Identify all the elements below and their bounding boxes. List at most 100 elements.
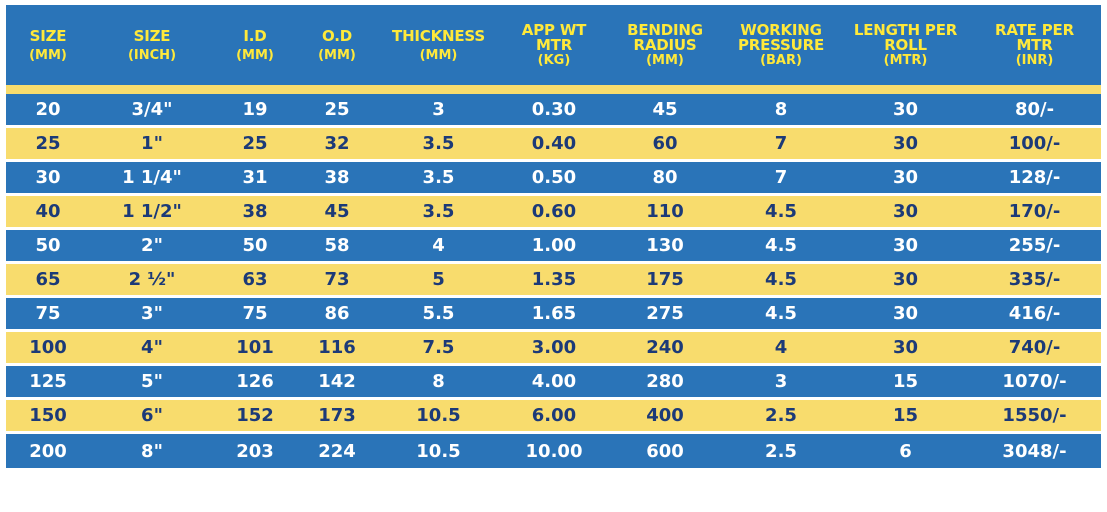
cell-working-pressure: 2.5 [765,440,797,462]
header-size-mm: SIZE (MM) [6,26,90,63]
cell-size-mm: 30 [35,167,61,188]
header-app-wt: APP WT MTR (KG) [499,21,609,68]
header-label: SIZE [133,26,171,45]
cell-size-mm: 40 [35,201,61,222]
header-working-pressure: WORKING PRESSURE (BAR) [721,23,841,68]
cell-app-wt: 0.40 [531,133,577,154]
cell-size-inch: 6" [141,405,163,426]
header-unit: (MM) [29,47,67,63]
cell-id: 50 [242,235,268,256]
header-id: I.D (MM) [214,26,296,62]
cell-rate-per-mtr: 100/- [1008,133,1061,154]
cell-bending-radius: 275 [646,303,684,324]
hose-spec-table: SIZE (MM) SIZE (INCH) I.D (MM) O.D (MM) … [6,5,1101,507]
cell-rate-per-mtr: 1070/- [1002,371,1067,392]
header-length-per-roll: LENGTH PER ROLL (MTR) [841,23,970,68]
cell-od: 142 [318,371,356,392]
cell-bending-radius: 80 [652,167,678,188]
cell-length-per-roll: 15 [892,405,919,426]
table-row: 200 8" 203 224 10.5 10.00 600 2.5 6 3048/- [6,434,1101,468]
header-label: BENDING RADIUS [627,21,703,54]
cell-app-wt: 3.00 [531,337,577,358]
cell-size-mm: 20 [35,99,61,120]
header-label: I.D [243,26,267,45]
header-bending-radius: BENDING RADIUS (MM) [609,21,721,68]
cell-id: 203 [236,440,274,462]
cell-od: 32 [324,133,350,154]
table-row: 75 3" 75 86 5.5 1.65 275 4.5 30 416/- [6,298,1101,332]
header-label: RATE PER MTR [995,21,1074,54]
cell-app-wt: 1.00 [531,235,577,256]
cell-length-per-roll: 30 [892,201,919,222]
cell-thickness: 7.5 [422,337,455,358]
cell-working-pressure: 2.5 [765,405,797,426]
cell-rate-per-mtr: 170/- [1008,201,1061,222]
cell-id: 126 [236,371,274,392]
cell-working-pressure: 3 [774,371,788,392]
cell-working-pressure: 8 [774,99,788,120]
cell-id: 152 [236,405,274,426]
header-unit: (INR) [1015,53,1054,68]
header-thickness: THICKNESS (MM) [378,26,499,63]
cell-rate-per-mtr: 335/- [1008,269,1061,290]
cell-thickness: 3.5 [422,133,455,154]
cell-app-wt: 10.00 [525,440,583,462]
cell-rate-per-mtr: 740/- [1008,337,1061,358]
cell-length-per-roll: 30 [892,133,919,154]
cell-size-inch: 5" [141,371,163,392]
cell-bending-radius: 60 [652,133,678,154]
cell-bending-radius: 130 [646,235,684,256]
cell-rate-per-mtr: 416/- [1008,303,1061,324]
cell-bending-radius: 400 [646,405,684,426]
cell-bending-radius: 600 [646,440,684,462]
table-row: 30 1 1/4" 31 38 3.5 0.50 80 7 30 128/- [6,162,1101,196]
cell-size-mm: 65 [35,269,61,290]
cell-app-wt: 0.50 [531,167,577,188]
cell-size-inch: 1 1/4" [122,167,182,188]
cell-od: 173 [318,405,356,426]
cell-size-inch: 3" [141,303,163,324]
cell-length-per-roll: 30 [892,235,919,256]
header-label: SIZE [29,26,67,45]
header-divider [6,85,1101,94]
header-unit: (MM) [419,47,458,63]
cell-rate-per-mtr: 80/- [1014,99,1055,120]
cell-id: 38 [242,201,268,222]
cell-thickness: 10.5 [416,405,461,426]
header-rate-per-mtr: RATE PER MTR (INR) [970,21,1099,68]
cell-od: 58 [324,235,350,256]
cell-size-mm: 150 [29,405,67,426]
cell-size-inch: 4" [141,337,163,358]
cell-size-mm: 125 [29,371,67,392]
cell-app-wt: 1.65 [531,303,577,324]
table-row: 50 2" 50 58 4 1.00 130 4.5 30 255/- [6,230,1101,264]
header-label: O.D [322,26,352,45]
cell-thickness: 3.5 [422,201,455,222]
header-label: APP WT MTR [521,21,587,54]
cell-length-per-roll: 6 [899,440,912,462]
table-body: 20 3/4" 19 25 3 0.30 45 8 30 80/- 25 1" 25 32 3.5 0.40 6… [6,94,1101,468]
cell-length-per-roll: 30 [892,269,919,290]
header-unit: (BAR) [760,53,802,68]
cell-id: 25 [242,133,268,154]
cell-rate-per-mtr: 255/- [1008,235,1061,256]
cell-rate-per-mtr: 128/- [1008,167,1061,188]
cell-bending-radius: 110 [646,201,684,222]
cell-size-mm: 200 [29,440,67,462]
cell-id: 101 [236,337,274,358]
cell-rate-per-mtr: 1550/- [1002,405,1067,426]
cell-id: 75 [242,303,268,324]
cell-length-per-roll: 30 [892,99,919,120]
cell-app-wt: 1.35 [531,269,577,290]
cell-od: 73 [324,269,350,290]
cell-working-pressure: 4.5 [765,201,797,222]
header-label: THICKNESS [392,26,485,45]
cell-size-mm: 100 [29,337,67,358]
cell-rate-per-mtr: 3048/- [1002,440,1067,462]
header-unit: (MTR) [883,53,928,68]
table-row: 25 1" 25 32 3.5 0.40 60 7 30 100/- [6,128,1101,162]
cell-size-mm: 75 [35,303,61,324]
cell-length-per-roll: 30 [892,337,919,358]
cell-size-inch: 2 ½" [128,269,176,290]
cell-thickness: 5.5 [422,303,455,324]
